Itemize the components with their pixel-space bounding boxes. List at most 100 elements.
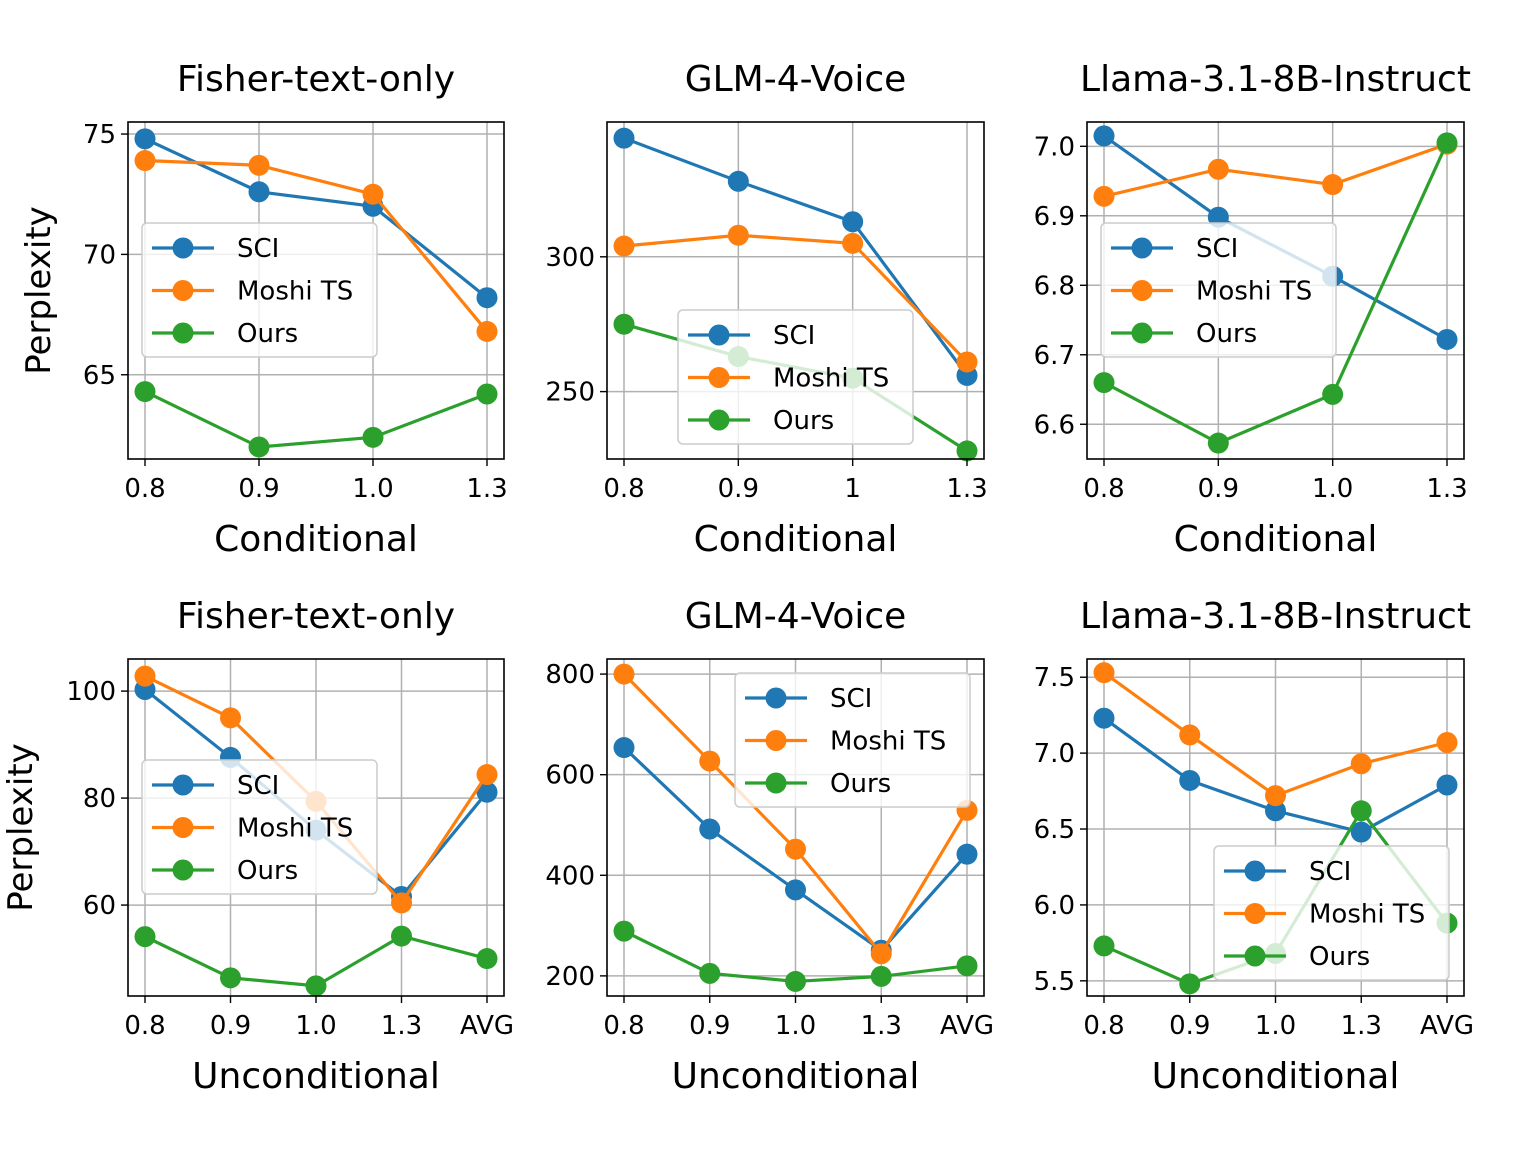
data-point (391, 892, 412, 914)
data-point (842, 232, 864, 254)
data-point (613, 737, 635, 759)
y-tick-label: 250 (545, 378, 595, 408)
legend: SCI Moshi TS Ours (141, 759, 378, 895)
legend-label: Moshi TS (1196, 277, 1312, 307)
y-tick-label: 7.5 (1034, 663, 1075, 693)
data-point (1093, 372, 1115, 394)
data-point (727, 224, 749, 246)
data-point (476, 383, 498, 405)
legend: SCI Moshi TS Ours (141, 222, 378, 358)
x-axis-label: Conditional (694, 519, 898, 560)
plot-frame (606, 121, 985, 460)
subplot-6: 0.8 0.9 1.0 1.3 AVG 5.5 6.0 6.5 7.0 7.5Llama-3.1-… (1034, 596, 1474, 1097)
legend-label: SCI (237, 771, 279, 801)
data-point (613, 663, 635, 685)
chart-title: Llama-3.1-8B-Instruct (1080, 596, 1471, 637)
data-point (1436, 132, 1458, 154)
y-tick-label: 65 (83, 361, 116, 391)
legend-box (1213, 845, 1450, 981)
legend-marker (765, 687, 787, 709)
data-point (956, 955, 978, 977)
y-tick-label: 800 (545, 660, 595, 690)
plot-frame (1086, 121, 1465, 460)
legend-marker (172, 859, 194, 881)
series-sci (1093, 707, 1458, 843)
y-tick-label: 100 (66, 677, 116, 707)
y-tick-label: 70 (83, 240, 116, 270)
x-axis-label: Conditional (1174, 519, 1378, 560)
legend-entry: Moshi TS (152, 277, 353, 307)
legend-entry: Ours (745, 769, 891, 799)
y-axis-label: Perplexity (1, 743, 41, 912)
x-tick-label: 1.0 (775, 1011, 816, 1041)
legend-label: Moshi TS (773, 364, 889, 394)
data-point (1436, 731, 1458, 753)
legend-entry: Ours (1111, 319, 1257, 349)
data-point (613, 313, 635, 335)
y-tick-label: 6.9 (1034, 202, 1075, 232)
y-tick-label: 7.0 (1034, 132, 1075, 162)
subplot-4: 0.8 0.9 1.0 1.3 AVG 60 80 100 Fisher-text-only Un… (1, 596, 514, 1097)
x-tick-label: 1.0 (352, 474, 393, 504)
series-ours (613, 920, 978, 992)
legend-label: Ours (830, 769, 891, 799)
data-point (1093, 125, 1115, 147)
legend-label: Ours (237, 856, 298, 886)
data-point (476, 764, 498, 786)
data-point (785, 879, 806, 901)
x-tick-label: AVG (1420, 1011, 1474, 1041)
legend-entry: SCI (1224, 857, 1351, 887)
data-point (134, 381, 156, 403)
legend-label: Moshi TS (1309, 900, 1425, 930)
data-point (134, 926, 156, 948)
x-tick-label: 0.9 (238, 474, 279, 504)
legend-entry: SCI (688, 321, 815, 351)
data-point (1436, 328, 1458, 350)
y-tick-label: 7.0 (1034, 739, 1075, 769)
x-tick-label: AVG (460, 1011, 514, 1041)
data-point (1350, 821, 1372, 843)
legend-marker (172, 322, 194, 344)
y-tick-label: 5.5 (1034, 967, 1075, 997)
legend-entry: Moshi TS (688, 364, 889, 394)
data-point (220, 707, 241, 729)
series-line (1103, 142, 1448, 198)
x-axis-label: Unconditional (672, 1056, 920, 1097)
data-point (1179, 973, 1201, 995)
x-tick-label: 1.3 (946, 474, 987, 504)
legend-label: SCI (1196, 234, 1238, 264)
legend-entry: Ours (688, 406, 834, 436)
data-point (613, 235, 635, 257)
x-axis-label: Conditional (214, 519, 418, 560)
subplot-3: 0.8 0.9 1.0 1.3 6.6 6.7 6.8 6.9 7.0 Llama-3.1-8B-… (1034, 59, 1471, 560)
x-tick-label: 0.8 (124, 474, 165, 504)
legend-box (1100, 222, 1337, 358)
grid (607, 122, 984, 459)
x-tick-label: 1.3 (1341, 1011, 1382, 1041)
series-moshi-ts (134, 150, 498, 342)
series-line (144, 390, 488, 449)
legend-label: SCI (1309, 857, 1351, 887)
y-tick-label: 6.0 (1034, 891, 1075, 921)
legend-entry: Moshi TS (745, 727, 946, 757)
legend-marker (172, 280, 194, 301)
data-point (956, 440, 978, 462)
legend-label: Ours (773, 406, 834, 436)
data-point (248, 154, 270, 176)
legend-entry: SCI (152, 771, 279, 801)
y-tick-label: 6.5 (1034, 815, 1075, 845)
legend-entry: Ours (152, 319, 298, 349)
data-point (870, 943, 892, 965)
legend-marker (708, 367, 730, 388)
y-tick-label: 6.7 (1034, 341, 1075, 371)
data-point (956, 843, 978, 865)
x-tick-label: 0.9 (718, 474, 759, 504)
x-tick-label: 1.3 (861, 1011, 902, 1041)
legend-box (677, 309, 914, 445)
subplot-2: 0.8 0.9 1 1.3 250 300 GLM-4-Voice Conditional SC… (545, 59, 987, 560)
legend-marker (765, 772, 787, 794)
y-tick-label: 75 (83, 120, 116, 150)
x-tick-label: 1.3 (381, 1011, 422, 1041)
x-tick-label: 0.8 (603, 1011, 644, 1041)
